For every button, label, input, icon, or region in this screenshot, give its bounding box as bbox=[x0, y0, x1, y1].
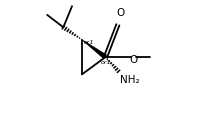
Text: or1: or1 bbox=[83, 40, 94, 45]
Text: O: O bbox=[117, 8, 125, 18]
Polygon shape bbox=[82, 39, 107, 59]
Text: NH₂: NH₂ bbox=[120, 75, 139, 85]
Text: or1: or1 bbox=[101, 60, 111, 65]
Text: O: O bbox=[130, 55, 138, 65]
